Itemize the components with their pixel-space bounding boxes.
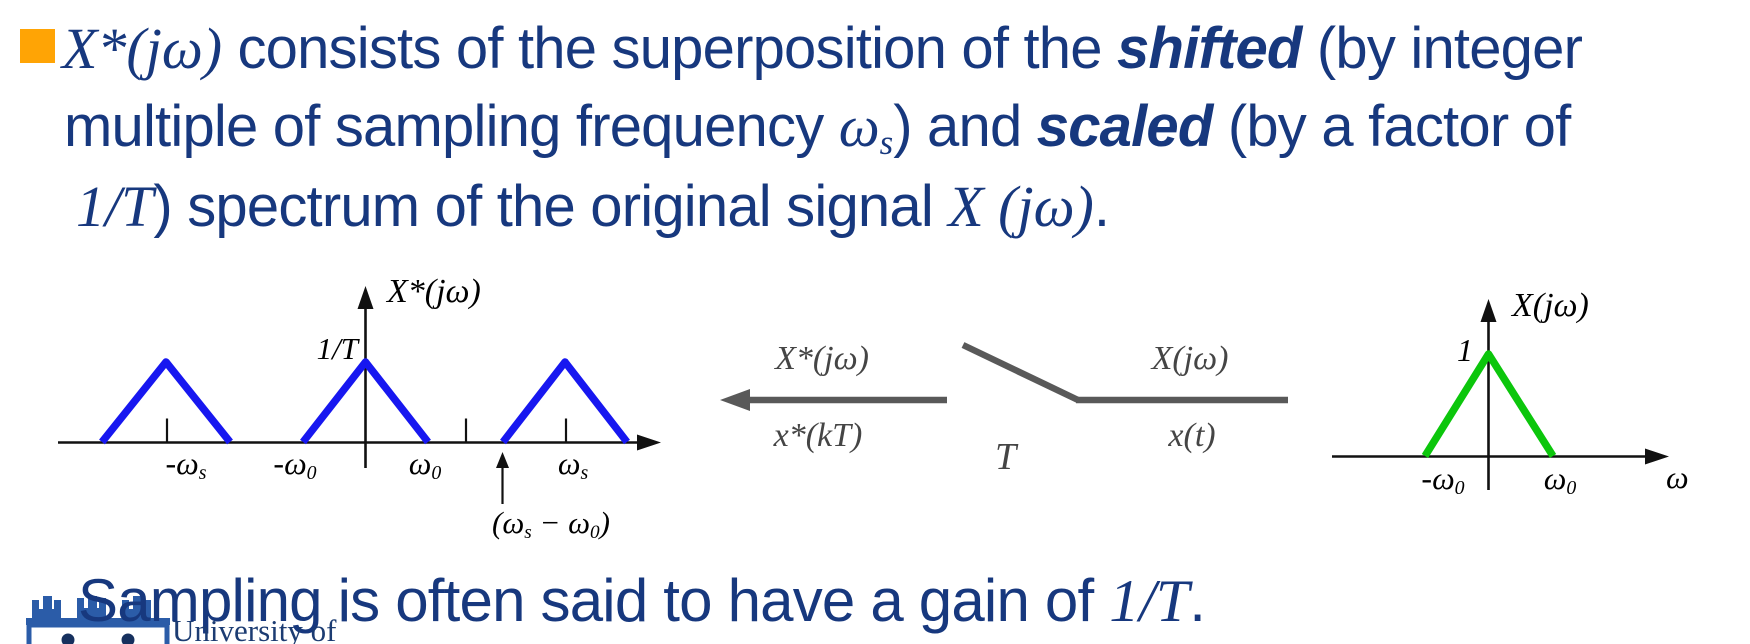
- tick-label-sub: s: [580, 462, 589, 485]
- intro-line-3: 1/T) spectrum of the original signal X (…: [76, 174, 1110, 241]
- tick-label-ws: ωs: [557, 445, 588, 483]
- sampler-output-spectrum-label: X*(jω): [775, 340, 869, 377]
- sampler-period-label: T: [995, 436, 1017, 478]
- sampled-spectrum-plot: [58, 286, 661, 504]
- tick-label-sub: 0: [431, 462, 442, 485]
- tick-label-w0: ω0: [1543, 460, 1577, 498]
- original-spectrum-curve: [1421, 350, 1557, 459]
- sampler-output-signal-label: x*(kT): [773, 417, 863, 454]
- annotation-part: (ω: [492, 505, 525, 540]
- emphasis-shifted: shifted: [1117, 16, 1302, 81]
- university-logo-text: University of: [172, 613, 337, 644]
- tick-label-base: -ω: [1421, 460, 1455, 496]
- math-term: X*(jω): [62, 16, 223, 81]
- x-axis-arrowhead-icon: [1645, 448, 1669, 465]
- y-axis-arrowhead-icon: [1480, 299, 1497, 322]
- left-plot-peak-label: 1/T: [316, 331, 358, 366]
- annotation-arrowhead-icon: [496, 452, 509, 468]
- right-plot-x-axis-label: ω: [1666, 459, 1689, 495]
- emphasis-scaled: scaled: [1036, 94, 1214, 159]
- math-term: ω: [838, 94, 880, 159]
- body-text: .: [1093, 174, 1110, 239]
- footer-sentence: Sampling is often said to have a gain of…: [78, 566, 1206, 636]
- body-text: ) and: [893, 94, 1037, 159]
- tick-label-neg-w0: -ω0: [1421, 460, 1464, 498]
- tick-label-sub: 0: [1454, 477, 1465, 500]
- right-plot-axis-label: X(jω): [1512, 287, 1589, 324]
- bullet-marker-icon: [20, 29, 55, 63]
- tick-label-sub: 0: [306, 462, 317, 485]
- tick-label-base: -ω: [273, 445, 307, 481]
- tick-label-w0: ω0: [408, 445, 442, 483]
- math-term: 1/T: [1109, 568, 1190, 634]
- y-axis-arrowhead-icon: [357, 286, 374, 309]
- switch-blade: [961, 342, 1080, 403]
- tick-label-neg-ws: -ωs: [165, 445, 207, 483]
- intro-line-2: multiple of sampling frequency ωs) and s…: [64, 94, 1571, 162]
- x-axis-arrowhead-icon: [637, 434, 661, 451]
- body-text: consists of the superposition of the: [222, 16, 1118, 81]
- body-text: ) spectrum of the original signal: [153, 174, 949, 239]
- math-term: 1/T: [76, 174, 154, 239]
- right-plot-peak-label: 1: [1457, 332, 1473, 368]
- left-plot-axis-label: X*(jω): [387, 273, 481, 310]
- body-text: Sampling is often said to have a gain of: [78, 567, 1110, 634]
- body-text: .: [1189, 567, 1206, 634]
- sampler-input-signal-label: x(t): [1168, 417, 1216, 454]
- tick-label-sub: 0: [1566, 477, 1577, 500]
- annotation-part: − ω: [531, 505, 591, 540]
- math-term: X (jω): [948, 174, 1094, 239]
- sampler-input-spectrum-label: X(jω): [1151, 340, 1229, 377]
- annotation-sub: 0: [590, 521, 600, 543]
- tick-label-base: ω: [1543, 460, 1567, 496]
- annotation-sub: s: [524, 521, 532, 543]
- castle-icon: [26, 596, 170, 644]
- body-text: (by integer: [1301, 16, 1583, 81]
- tick-label-base: -ω: [165, 445, 199, 481]
- math-subscript: s: [879, 122, 894, 162]
- tick-label-sub: s: [198, 462, 207, 485]
- tick-label-base: ω: [408, 445, 432, 481]
- original-spectrum-plot: [1332, 299, 1669, 490]
- tick-label-neg-w0: -ω0: [273, 445, 316, 483]
- annotation-ws-minus-w0: (ωs − ω0): [492, 505, 610, 542]
- tick-label-base: ω: [557, 445, 581, 481]
- annotation-part: ): [599, 505, 610, 540]
- body-text: multiple of sampling frequency: [64, 94, 839, 159]
- body-text: (by a factor of: [1212, 94, 1571, 159]
- output-arrowhead-icon: [720, 389, 750, 411]
- sampler-switch-diagram: [720, 342, 1288, 411]
- intro-line-1: X*(jω) consists of the superposition of …: [62, 16, 1583, 83]
- sampled-spectrum-curve: [99, 358, 630, 445]
